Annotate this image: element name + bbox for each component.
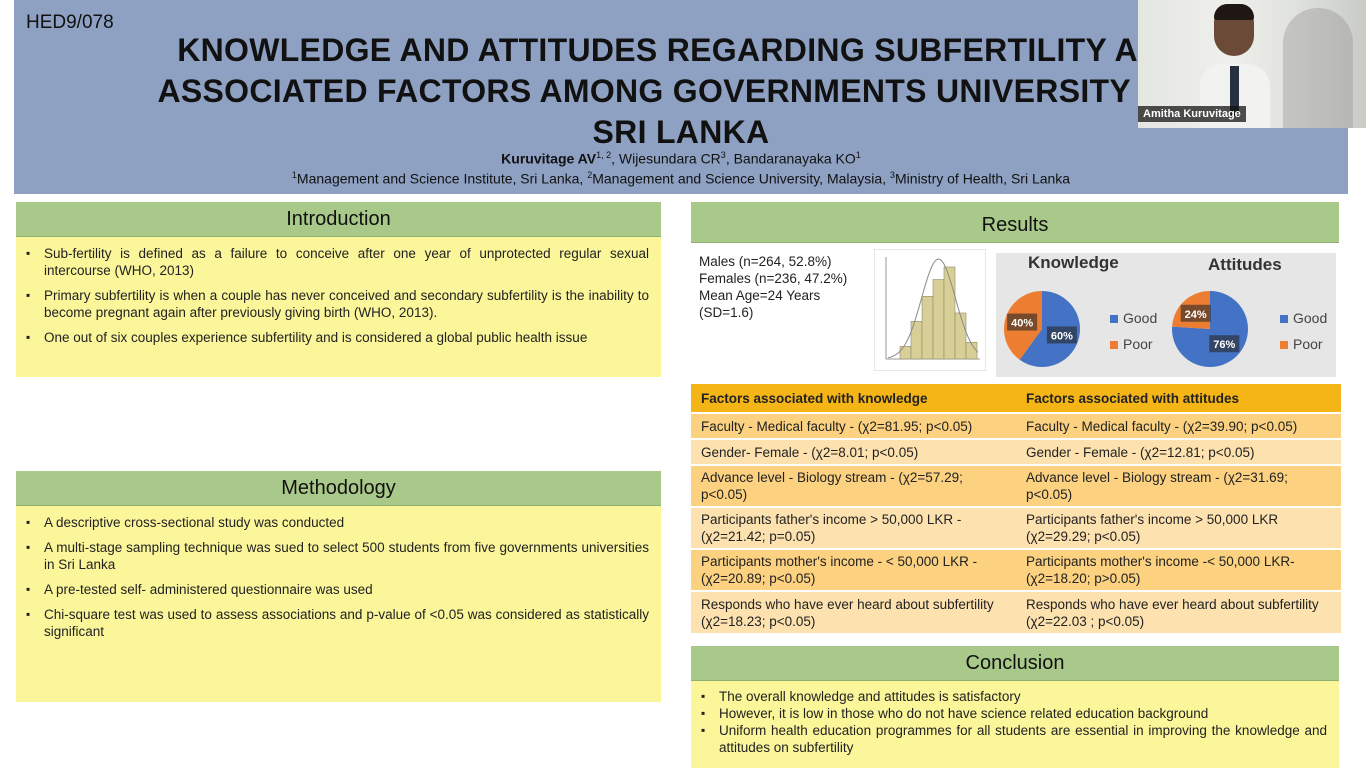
normal-curve	[887, 258, 979, 359]
results-panel: Males (n=264, 52.8%) Females (n=236, 47.…	[691, 243, 1339, 381]
table-row: Advance level - Biology stream - (χ2=57.…	[691, 464, 1341, 507]
histogram-bar	[899, 346, 912, 360]
histogram-bar	[954, 312, 967, 360]
introduction-heading: Introduction	[16, 202, 661, 237]
age-histogram	[874, 249, 986, 371]
table-header-row: Factors associated with knowledge Factor…	[691, 384, 1341, 413]
affiliations: 1Management and Science Institute, Sri L…	[291, 170, 1071, 187]
conclusion-heading: Conclusion	[691, 646, 1339, 681]
list-item: A multi-stage sampling technique was sue…	[26, 539, 649, 573]
table-row: Responds who have ever heard about subfe…	[691, 590, 1341, 633]
table-row: Gender- Female - (χ2=8.01; p<0.05) Gender…	[691, 438, 1341, 465]
pie-label-good: 60%	[1051, 330, 1073, 342]
methodology-box: A descriptive cross-sectional study was …	[16, 506, 661, 702]
table-row: Participants father's income > 50,000 LK…	[691, 506, 1341, 549]
histogram-bar	[921, 295, 934, 360]
legend-good: Good	[1110, 305, 1157, 331]
conclusion-list: The overall knowledge and attitudes is s…	[691, 688, 1339, 756]
author-list: Kuruvitage AV1, 2, Wijesundara CR3, Band…	[501, 150, 861, 167]
methodology-list: A descriptive cross-sectional study was …	[16, 514, 661, 640]
title-line-1: KNOWLEDGE AND ATTITUDES REGARDING SUBFER…	[177, 32, 1185, 68]
list-item: Uniform health education programmes for …	[701, 722, 1327, 756]
poster-header: HED9/078 KNOWLEDGE AND ATTITUDES REGARDI…	[14, 0, 1348, 194]
knowledge-pie-title: Knowledge	[1028, 253, 1119, 272]
table-row: Faculty - Medical faculty - (χ2=81.95; p…	[691, 412, 1341, 439]
pie-label-good: 76%	[1213, 339, 1235, 351]
factors-table: Factors associated with knowledge Factor…	[691, 384, 1341, 633]
attitudes-legend: Good Poor	[1280, 305, 1327, 357]
list-item: A descriptive cross-sectional study was …	[26, 514, 649, 531]
poster-code: HED9/078	[26, 12, 114, 33]
list-item: However, it is low in those who do not h…	[701, 705, 1327, 722]
attitudes-pie-chart: 76% 24%	[1172, 291, 1248, 367]
legend-poor: Poor	[1110, 331, 1157, 357]
demographics-females: Females (n=236, 47.2%)	[699, 271, 848, 286]
legend-poor: Poor	[1280, 331, 1327, 357]
histogram-bar	[932, 279, 945, 360]
header-attitudes: Factors associated with attitudes	[1016, 384, 1341, 413]
participant-video-tile[interactable]: Amitha Kuruvitage	[1138, 0, 1366, 128]
pie-label-poor: 40%	[1011, 318, 1033, 330]
table-row: Participants mother's income - < 50,000 …	[691, 548, 1341, 591]
header-knowledge: Factors associated with knowledge	[691, 384, 1016, 413]
demographics: Males (n=264, 52.8%) Females (n=236, 47.…	[699, 253, 869, 321]
results-heading: Results	[691, 202, 1339, 243]
pie-charts-panel: Knowledge Attitudes 60% 40% 76% 24% Good P…	[996, 253, 1336, 377]
list-item: The overall knowledge and attitudes is s…	[701, 688, 1327, 705]
list-item: One out of six couples experience subfer…	[26, 329, 649, 346]
poster-title: KNOWLEDGE AND ATTITUDES REGARDING SUBFER…	[14, 30, 1348, 153]
list-item: Sub-fertility is defined as a failure to…	[26, 245, 649, 279]
introduction-box: Sub-fertility is defined as a failure to…	[16, 237, 661, 377]
conclusion-box: The overall knowledge and attitudes is s…	[691, 681, 1339, 768]
demographics-males: Males (n=264, 52.8%)	[699, 254, 832, 269]
title-line-2: ASSOCIATED FACTORS AMONG GOVERNMENTS UNI…	[157, 73, 1205, 109]
demographics-sd: (SD=1.6)	[699, 305, 754, 320]
participant-name-tag: Amitha Kuruvitage	[1138, 106, 1246, 122]
legend-good: Good	[1280, 305, 1327, 331]
list-item: A pre-tested self- administered question…	[26, 581, 649, 598]
list-item: Primary subfertility is when a couple ha…	[26, 287, 649, 321]
methodology-heading: Methodology	[16, 471, 661, 506]
first-author: Kuruvitage AV	[501, 150, 597, 167]
wall-shadow	[1283, 8, 1353, 128]
demographics-mean-age: Mean Age=24 Years	[699, 288, 821, 303]
list-item: Chi-square test was used to assess assoc…	[26, 606, 649, 640]
attitudes-pie-title: Attitudes	[1208, 255, 1282, 274]
histogram-bar	[943, 266, 956, 360]
knowledge-legend: Good Poor	[1110, 305, 1157, 357]
title-line-3: SRI LANKA	[592, 114, 770, 150]
pie-label-poor: 24%	[1185, 309, 1207, 321]
introduction-list: Sub-fertility is defined as a failure to…	[16, 245, 661, 346]
knowledge-pie-chart: 60% 40%	[1004, 291, 1080, 367]
